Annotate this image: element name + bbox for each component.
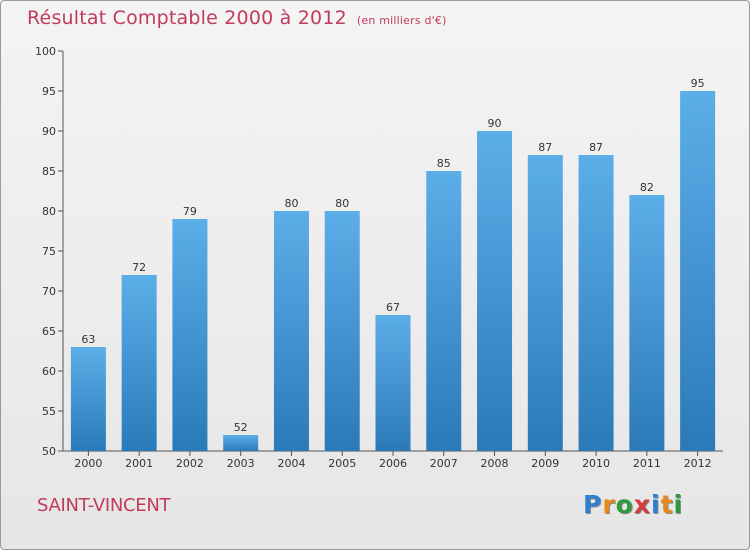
y-tick-label: 60 <box>42 365 56 378</box>
x-tick-label: 2007 <box>430 457 458 470</box>
bar <box>680 91 716 451</box>
y-tick-label: 55 <box>42 405 56 418</box>
y-tick-label: 85 <box>42 165 56 178</box>
y-tick-label: 90 <box>42 125 56 138</box>
y-tick-label: 65 <box>42 325 56 338</box>
x-tick-label: 2011 <box>633 457 661 470</box>
data-label: 82 <box>640 181 654 194</box>
bar <box>172 219 208 451</box>
x-tick-label: 2001 <box>125 457 153 470</box>
chart-subtitle: (en milliers d'€) <box>356 14 447 27</box>
x-tick-label: 2003 <box>227 457 255 470</box>
x-tick-label: 2000 <box>74 457 102 470</box>
bar <box>324 211 360 451</box>
data-label: 80 <box>284 197 298 210</box>
bar <box>273 211 309 451</box>
bar <box>121 275 157 451</box>
x-tick-label: 2006 <box>379 457 407 470</box>
x-tick-label: 2009 <box>531 457 559 470</box>
logo-letter: t <box>660 490 674 519</box>
data-label: 87 <box>589 141 603 154</box>
bar <box>527 155 563 451</box>
chart-title: Résultat Comptable 2000 à 2012 (en millie… <box>27 7 447 29</box>
y-tick-label: 70 <box>42 285 56 298</box>
logo-letter: o <box>615 490 634 519</box>
bar <box>375 315 411 451</box>
x-tick-label: 2012 <box>684 457 712 470</box>
y-tick-label: 75 <box>42 245 56 258</box>
data-label: 80 <box>335 197 349 210</box>
chart-title-text: Résultat Comptable 2000 à 2012 <box>27 7 347 29</box>
proxiti-logo: Proxiti <box>583 490 683 519</box>
data-label: 52 <box>234 421 248 434</box>
logo-letter: i <box>651 490 661 519</box>
commune-name: SAINT-VINCENT <box>37 495 171 516</box>
y-tick-label: 95 <box>42 85 56 98</box>
y-tick-label: 80 <box>42 205 56 218</box>
logo-letter: r <box>602 490 616 519</box>
bar <box>477 131 513 451</box>
x-tick-label: 2002 <box>176 457 204 470</box>
logo-letter: x <box>633 490 651 519</box>
bar <box>223 435 259 451</box>
data-label: 90 <box>488 117 502 130</box>
data-label: 63 <box>81 333 95 346</box>
data-label: 72 <box>132 261 146 274</box>
x-tick-label: 2008 <box>481 457 509 470</box>
x-tick-label: 2004 <box>277 457 305 470</box>
bar <box>629 195 665 451</box>
y-tick-label: 100 <box>35 45 56 58</box>
data-label: 95 <box>691 77 705 90</box>
logo-letter: P <box>583 490 603 519</box>
y-tick-label: 50 <box>42 445 56 458</box>
x-tick-label: 2005 <box>328 457 356 470</box>
data-label: 85 <box>437 157 451 170</box>
x-tick-label: 2010 <box>582 457 610 470</box>
bar <box>578 155 614 451</box>
data-label: 87 <box>538 141 552 154</box>
data-label: 79 <box>183 205 197 218</box>
bar <box>426 171 462 451</box>
bar <box>70 347 106 451</box>
data-label: 67 <box>386 301 400 314</box>
logo-letter: i <box>673 490 684 519</box>
